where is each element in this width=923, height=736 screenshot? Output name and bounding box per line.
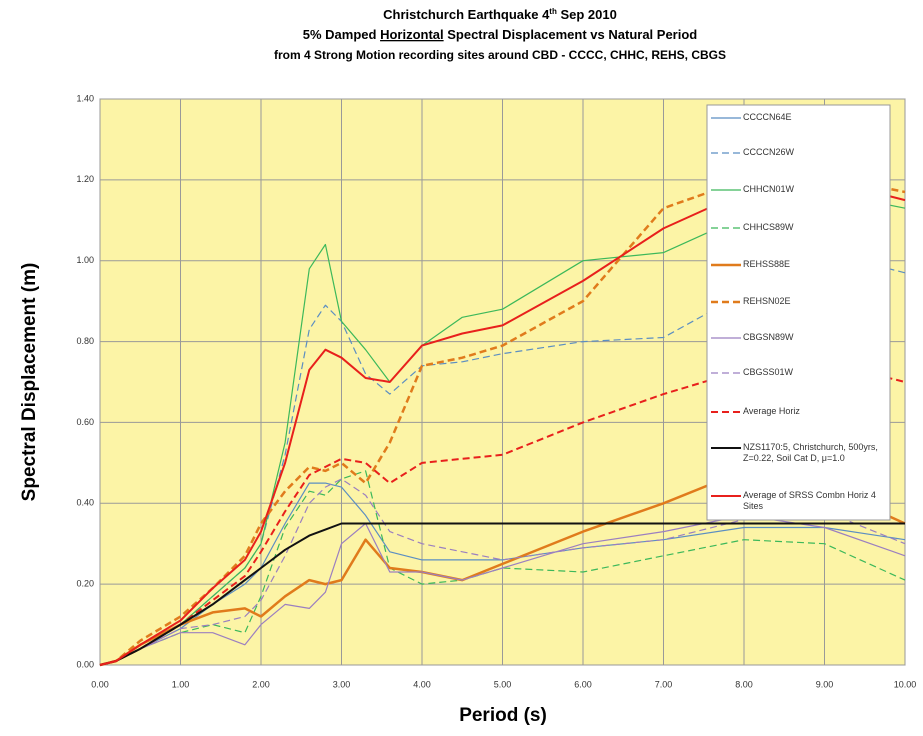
x-tick-label: 10.00 bbox=[894, 679, 917, 689]
x-tick-label: 2.00 bbox=[252, 679, 270, 689]
legend-label: Average Horiz bbox=[743, 406, 800, 416]
x-tick-label: 0.00 bbox=[91, 679, 109, 689]
legend-label: CCCCN64E bbox=[743, 112, 792, 122]
x-tick-label: 4.00 bbox=[413, 679, 431, 689]
series-line bbox=[99, 191, 906, 666]
x-tick-label: 8.00 bbox=[735, 679, 753, 689]
y-tick-label: 1.00 bbox=[76, 255, 94, 265]
series-line bbox=[99, 469, 906, 667]
series-line bbox=[99, 360, 906, 666]
x-tick-label: 3.00 bbox=[333, 679, 351, 689]
series-line bbox=[99, 478, 906, 666]
legend-label-box: CHHCN01W bbox=[743, 184, 795, 194]
y-tick-label: 1.40 bbox=[76, 93, 94, 103]
chart-subtitle2: from 4 Strong Motion recording sites aro… bbox=[274, 48, 726, 62]
x-axis-label: Period (s) bbox=[459, 705, 547, 726]
x-tick-label: 7.00 bbox=[655, 679, 673, 689]
legend-label-box: CBGSN89W bbox=[743, 332, 794, 342]
legend-label-box: REHSN02E bbox=[743, 296, 791, 306]
legend-label: NZS1170:5, Christchurch, 500yrs, Z=0.22,… bbox=[743, 442, 878, 463]
legend-label-box: REHSS88E bbox=[743, 259, 791, 269]
legend-label: CHHCS89W bbox=[743, 222, 794, 232]
series-line bbox=[99, 470, 906, 666]
legend-label-box: CBGSS01W bbox=[743, 367, 794, 377]
legend-label: CBGSN89W bbox=[743, 332, 794, 342]
legend-box bbox=[706, 104, 891, 521]
y-tick-label: 0.00 bbox=[76, 659, 94, 669]
y-tick-label: 0.20 bbox=[76, 579, 94, 589]
series-line bbox=[99, 514, 906, 666]
x-tick-label: 1.00 bbox=[172, 679, 190, 689]
x-tick-label: 9.00 bbox=[816, 679, 834, 689]
y-tick-label: 0.40 bbox=[76, 498, 94, 508]
legend-label-box: CCCCN64E bbox=[743, 112, 792, 122]
legend-label-box: CHHCS89W bbox=[743, 222, 794, 232]
legend-label-box: NZS1170:5, Christchurch, 500yrs, Z=0.22,… bbox=[743, 442, 878, 463]
legend-label: CCCCN26W bbox=[743, 147, 795, 157]
subtitle-part: Spectral Displacement vs Natural Period bbox=[444, 27, 698, 42]
x-tick-label: 5.00 bbox=[494, 679, 512, 689]
y-tick-label: 0.60 bbox=[76, 417, 94, 427]
legend-label-box: CCCCN26W bbox=[743, 147, 795, 157]
legend-label-box: Average Horiz bbox=[743, 406, 800, 416]
title-part: Christchurch Earthquake 4 bbox=[383, 7, 550, 22]
y-tick-label: 1.20 bbox=[76, 174, 94, 184]
series-line bbox=[99, 178, 906, 666]
legend-label: REHSS88E bbox=[743, 259, 791, 269]
legend-label-box: Average of SRSS Combn Horiz 4 Sites bbox=[743, 490, 876, 511]
subtitle-part: 5% Damped bbox=[303, 27, 380, 42]
y-tick-label: 0.80 bbox=[76, 336, 94, 346]
chart-subtitle: 5% Damped Horizontal Spectral Displaceme… bbox=[303, 27, 698, 42]
title-part: th bbox=[549, 7, 557, 16]
x-tick-label: 6.00 bbox=[574, 679, 592, 689]
legend-label: CHHCN01W bbox=[743, 184, 795, 194]
legend-label: CBGSS01W bbox=[743, 367, 794, 377]
legend-label: REHSN02E bbox=[743, 296, 791, 306]
legend-label: Average of SRSS Combn Horiz 4 Sites bbox=[743, 490, 876, 511]
y-axis-label: Spectral Displacement (m) bbox=[19, 263, 40, 502]
subtitle-part: Horizontal bbox=[380, 27, 444, 42]
series-line bbox=[99, 522, 905, 666]
chart-title: Christchurch Earthquake 4th Sep 2010 bbox=[383, 7, 617, 22]
title-part: Sep 2010 bbox=[557, 7, 617, 22]
